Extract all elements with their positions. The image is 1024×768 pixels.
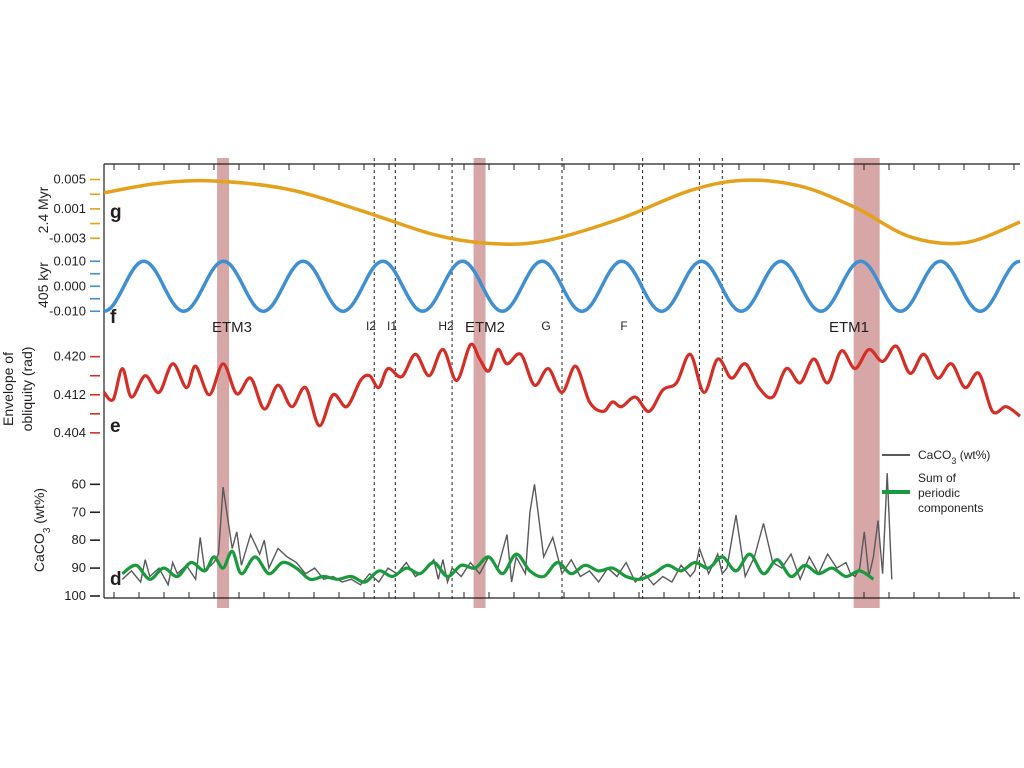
ytick-label-e-1: 0.412 — [53, 387, 86, 402]
legend-periodic-line: periodic — [918, 486, 960, 500]
data-series — [102, 178, 1021, 587]
ytick-label-f-1: 0.000 — [53, 278, 86, 293]
g-ylabel: 2.4 Myr — [35, 186, 51, 233]
legend-label-periodic: Sum of periodic components — [918, 471, 983, 515]
series-d-periodic — [121, 549, 875, 584]
e-ylabel-line1: Envelope of — [0, 352, 16, 426]
panel-letter-f: f — [110, 307, 117, 328]
legend-periodic-line: components — [918, 501, 983, 515]
event-label-etm3: ETM3 — [212, 319, 252, 336]
ytick-label-e-0: 0.420 — [53, 349, 86, 364]
ytick-label-g-2: -0.003 — [49, 230, 86, 245]
panel-letter-e: e — [110, 416, 121, 437]
ytick-label-d-3: 90 — [72, 560, 86, 575]
event-band-etm2 — [473, 158, 486, 608]
event-band-etm3 — [217, 158, 230, 608]
ytick-label-f-0: 0.010 — [53, 253, 86, 268]
ytick-label-e-2: 0.404 — [53, 425, 86, 440]
event-label-g: G — [541, 319, 550, 333]
legend-periodic-line: Sum of — [918, 471, 957, 485]
event-labels: ETM3 I2 I1 H2 ETM2 G F ETM1 — [212, 319, 869, 336]
event-lines — [373, 158, 723, 600]
d-ylabel: CaCO3 (wt%) — [31, 488, 53, 572]
ytick-label-g-0: 0.005 — [53, 172, 86, 187]
event-label-i1: I1 — [387, 319, 397, 333]
ytick-label-g-1: 0.001 — [53, 201, 86, 216]
event-bands — [217, 158, 880, 608]
ytick-label-d-4: 100 — [64, 588, 86, 603]
legend-label-caco3: CaCO3 (wt%) — [918, 448, 990, 466]
legend: CaCO3 (wt%) Sum of periodic components — [882, 448, 990, 515]
series-f-405kyr — [103, 259, 1021, 313]
panel-letter-d: d — [110, 569, 122, 590]
event-band-etm1 — [853, 158, 880, 608]
ytick-label-d-2: 80 — [72, 532, 86, 547]
ytick-label-d-0: 60 — [72, 476, 86, 491]
f-ylabel: 405 kyr — [35, 262, 51, 308]
plot-frame — [103, 163, 1020, 599]
ytick-label-d-1: 70 — [72, 504, 86, 519]
series-e-obliquity — [102, 342, 1021, 428]
ytick-label-f-2: -0.010 — [49, 303, 86, 318]
event-label-etm1: ETM1 — [829, 319, 869, 336]
y-axis-ticks: 0.005 0.001 -0.003 0.010 0.000 -0.010 0.420 0.4… — [49, 172, 100, 603]
event-label-etm2: ETM2 — [465, 319, 505, 336]
event-label-i2: I2 — [366, 319, 376, 333]
series-g-2.4myr — [103, 178, 1021, 246]
event-label-f: F — [620, 319, 627, 333]
e-ylabel-line2: obliquity (rad) — [19, 347, 35, 432]
event-label-h2: H2 — [438, 319, 454, 333]
panel-letter-g: g — [110, 202, 122, 223]
